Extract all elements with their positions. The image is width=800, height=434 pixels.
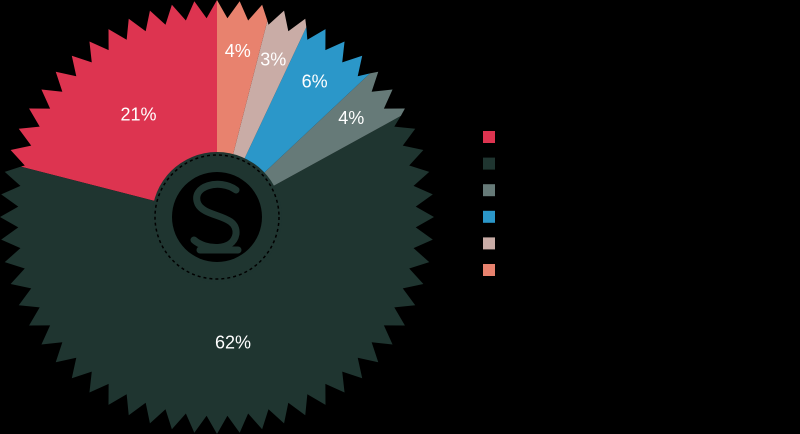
legend-swatch (483, 237, 495, 250)
data-label: 62% (215, 333, 251, 353)
data-label: 6% (302, 71, 328, 91)
data-label: 4% (338, 108, 364, 128)
legend-swatch (483, 184, 495, 197)
logo-mark (190, 180, 242, 254)
data-label: 4% (225, 41, 251, 61)
center-logo (152, 152, 282, 282)
legend-swatch (483, 131, 495, 143)
data-label: 21% (121, 105, 157, 125)
data-label: 3% (260, 50, 286, 70)
legend-swatch (483, 157, 495, 170)
legend-swatch (483, 264, 495, 276)
pie-slice (10, 0, 218, 217)
logo-ring (154, 154, 280, 280)
legend-swatch (483, 210, 495, 223)
